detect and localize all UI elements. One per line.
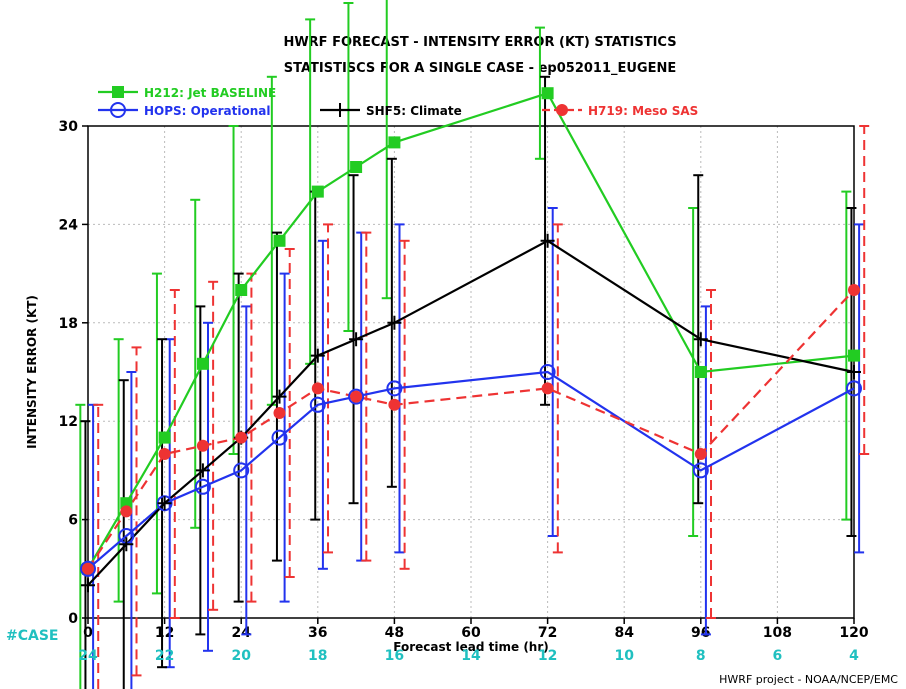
- marker-plus: [119, 537, 134, 552]
- y-tick-label: 18: [59, 316, 78, 332]
- case-count: 24: [78, 648, 98, 664]
- case-count: 10: [614, 648, 634, 664]
- chart-subtitle: STATISTISCS FOR A SINGLE CASE - ep052011…: [284, 61, 677, 76]
- series-line: [87, 91, 855, 570]
- x-tick-label: 96: [691, 625, 710, 641]
- marker-open-circle: [386, 380, 403, 397]
- legend-marker: [556, 104, 568, 116]
- marker-filled-circle: [273, 407, 286, 419]
- marker-open-circle: [194, 478, 211, 495]
- case-count: 14: [461, 648, 481, 664]
- marker-filled-circle: [388, 398, 401, 411]
- error-bars: [75, 0, 870, 689]
- marker-plus: [693, 332, 708, 347]
- marker-square: [848, 349, 860, 362]
- x-axis-label: Forecast lead time (hr): [393, 640, 549, 654]
- marker-open-circle: [846, 380, 862, 397]
- y-tick-label: 24: [59, 217, 79, 233]
- legend-marker: [110, 102, 126, 118]
- series-line: [87, 239, 855, 586]
- legend: H212: Jet BASELINE HOPS: Operational SHF5:…: [98, 86, 698, 118]
- case-count: 4: [849, 648, 859, 664]
- marker-plus: [157, 496, 172, 511]
- marker-square: [311, 185, 324, 198]
- marker-filled-circle: [196, 439, 209, 452]
- marker-square: [196, 357, 209, 370]
- y-tick-label: 0: [68, 611, 78, 627]
- case-count-row: #CASE 24 22 20 18 16 14 12 10 8 6 4: [6, 628, 859, 664]
- marker-square: [350, 161, 363, 173]
- marker-square: [694, 366, 707, 378]
- x-tick-label: 0: [83, 625, 93, 641]
- marker-plus: [195, 463, 210, 478]
- series-markers: [80, 87, 862, 593]
- case-count: 8: [696, 648, 706, 664]
- case-count: 22: [155, 648, 174, 664]
- marker-open-circle: [233, 462, 250, 479]
- chart-title: HWRF FORECAST - INTENSITY ERROR (KT) STA…: [283, 35, 676, 50]
- x-tick-label: 24: [231, 625, 251, 641]
- case-count: 16: [385, 648, 404, 664]
- series-line: [87, 289, 855, 570]
- marker-filled-circle: [311, 382, 324, 395]
- marker-open-circle: [271, 429, 288, 446]
- marker-filled-circle: [235, 431, 248, 444]
- marker-filled-circle: [848, 284, 860, 296]
- x-tick-label: 60: [461, 625, 481, 641]
- legend-marker: [112, 86, 124, 98]
- x-tick-label: 120: [839, 625, 868, 641]
- series-lines: [87, 91, 855, 586]
- x-tick-label: 12: [155, 625, 174, 641]
- marker-open-circle: [348, 388, 365, 405]
- x-tick-label: 108: [763, 625, 792, 641]
- marker-filled-circle: [82, 562, 94, 575]
- legend-label: HOPS: Operational: [144, 104, 270, 118]
- marker-filled-circle: [158, 448, 171, 460]
- marker-plus: [387, 315, 402, 330]
- marker-plus: [81, 578, 95, 593]
- marker-filled-circle: [120, 505, 133, 518]
- marker-open-circle: [539, 364, 556, 380]
- x-tick-label: 84: [614, 625, 634, 641]
- legend-label: SHF5: Climate: [366, 104, 462, 118]
- case-count: 20: [231, 648, 251, 664]
- case-count: 18: [308, 648, 327, 664]
- marker-square: [541, 87, 554, 100]
- marker-plus: [847, 365, 861, 379]
- marker-open-circle: [309, 396, 326, 413]
- case-count: 12: [538, 648, 557, 664]
- x-axis-ticks: 0 12 24 36 48 60 72 84 96 108 120: [83, 618, 869, 641]
- x-tick-label: 36: [308, 625, 327, 641]
- marker-plus: [310, 348, 325, 363]
- marker-plus: [540, 233, 555, 248]
- x-tick-label: 48: [385, 625, 404, 641]
- y-axis-ticks: 0 6 12 18 24 30: [59, 119, 88, 627]
- legend-marker: [333, 103, 347, 117]
- marker-filled-circle: [694, 448, 707, 460]
- grid: [88, 126, 854, 618]
- y-axis-label: INTENSITY ERROR (KT): [25, 295, 39, 449]
- legend-label: H212: Jet BASELINE: [144, 86, 276, 100]
- y-tick-label: 6: [68, 513, 78, 529]
- marker-square: [388, 136, 401, 149]
- marker-plus: [349, 332, 364, 347]
- marker-filled-circle: [541, 382, 554, 395]
- y-tick-label: 12: [59, 414, 78, 430]
- marker-open-circle: [692, 462, 709, 479]
- credit-text: HWRF project - NOAA/NCEP/EMC: [719, 673, 898, 686]
- y-tick-label: 30: [59, 119, 79, 135]
- marker-plus: [272, 389, 287, 404]
- marker-square: [120, 497, 133, 510]
- x-tick-label: 72: [538, 625, 557, 641]
- marker-square: [158, 431, 171, 444]
- case-count-label: #CASE: [6, 628, 59, 644]
- marker-filled-circle: [350, 390, 363, 403]
- marker-square: [273, 234, 286, 247]
- legend-label: H719: Meso SAS: [588, 104, 698, 118]
- case-count: 6: [773, 648, 783, 664]
- marker-square: [235, 284, 248, 296]
- marker-open-circle: [80, 560, 96, 577]
